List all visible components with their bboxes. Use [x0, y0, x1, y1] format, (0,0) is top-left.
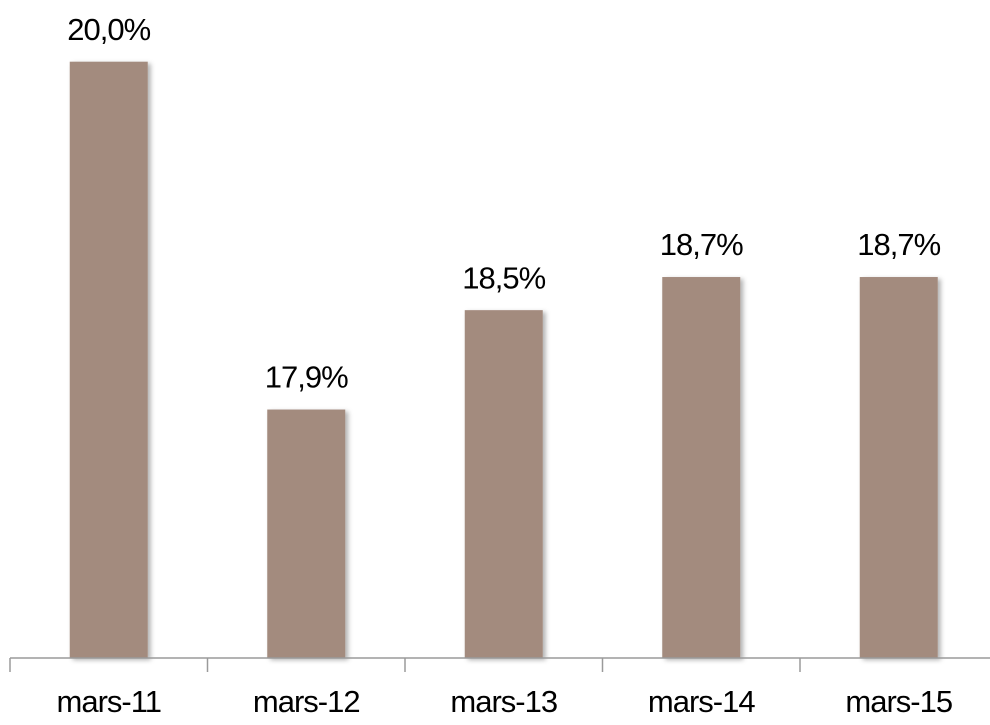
- bar: [662, 277, 741, 658]
- x-tick-label: mars-14: [648, 684, 755, 719]
- x-tick-label: mars-13: [450, 684, 557, 719]
- data-label: 17,9%: [265, 360, 348, 395]
- bar: [859, 277, 938, 658]
- bar: [464, 310, 543, 658]
- x-tick-label: mars-12: [253, 684, 360, 719]
- data-label: 20,0%: [67, 12, 150, 47]
- x-tick-label: mars-15: [845, 684, 952, 719]
- bar: [69, 61, 148, 658]
- x-tick-label: mars-11: [57, 684, 161, 719]
- data-label: 18,7%: [660, 227, 743, 262]
- data-label: 18,7%: [857, 227, 940, 262]
- bar: [267, 409, 346, 658]
- data-label: 18,5%: [462, 260, 545, 295]
